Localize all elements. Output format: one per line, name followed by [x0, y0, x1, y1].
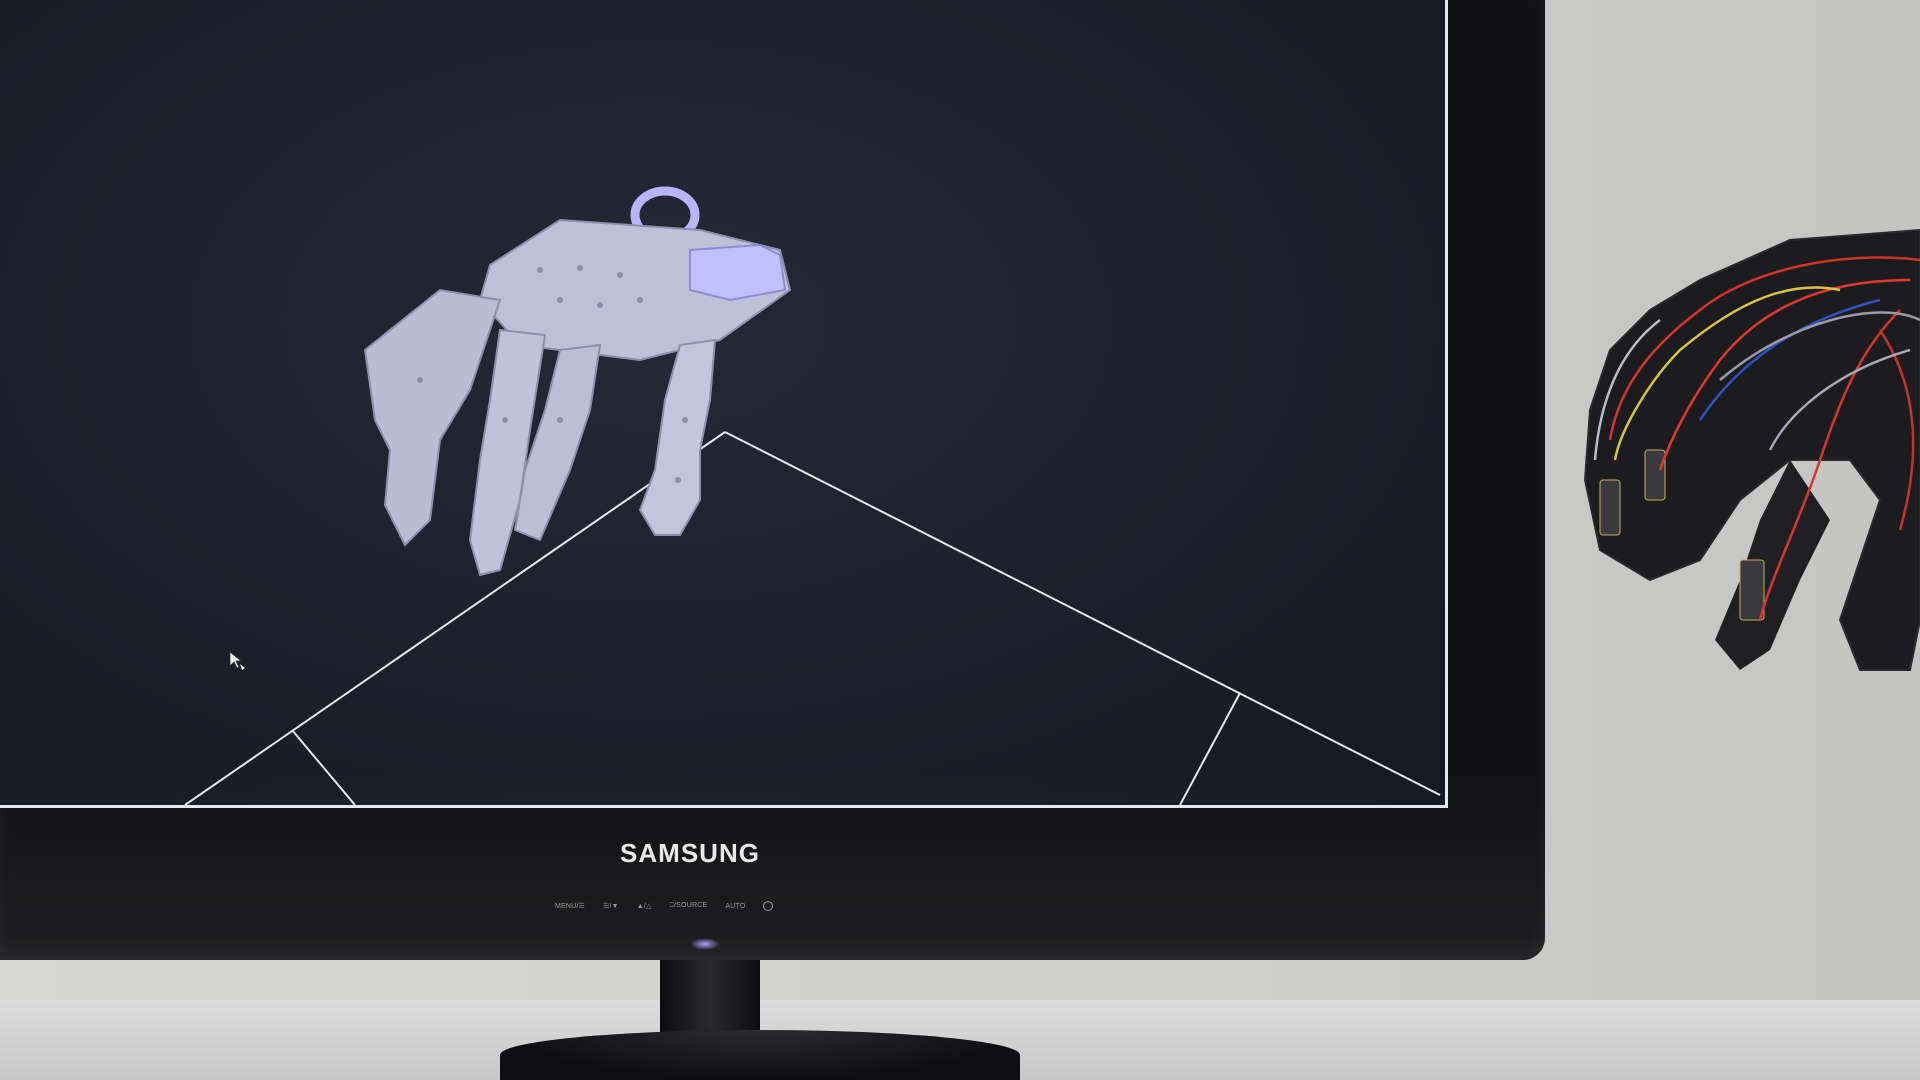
- glove-hand: [1583, 228, 1920, 671]
- auto-button[interactable]: AUTO: [725, 902, 746, 910]
- power-icon[interactable]: [763, 901, 774, 911]
- grid-edge-right: [724, 431, 1441, 796]
- 3d-viewport[interactable]: [0, 0, 1445, 805]
- grid-edge-left: [184, 431, 726, 805]
- mouse-cursor-icon: [229, 651, 245, 670]
- sensor-wires: [1593, 256, 1920, 621]
- monitor-stand-base: [500, 1030, 1020, 1080]
- power-led: [690, 938, 720, 950]
- monitor-stand-neck: [660, 960, 760, 1040]
- model-details: [417, 265, 688, 483]
- sensor-glove: [1320, 200, 1920, 780]
- source-button[interactable]: ⎕/SOURCE: [669, 902, 708, 909]
- monitor-brand-logo: SAMSUNG: [620, 838, 760, 868]
- ground-grid: [184, 431, 1441, 805]
- finger-3: [513, 343, 602, 542]
- monitor-control-buttons: MENU/☰ ☰/▼ ▲/△ ⎕/SOURCE AUTO: [555, 898, 774, 914]
- finger-2: [468, 328, 547, 577]
- monitor: SAMSUNG MENU/☰ ☰/▼ ▲/△ ⎕/SOURCE AUTO: [0, 0, 1545, 960]
- wrist-actuator: [689, 243, 787, 302]
- finger-sensor-3: [1644, 449, 1666, 501]
- grid-tick-right: [1179, 692, 1241, 805]
- finger-1: [363, 288, 502, 547]
- menu-button[interactable]: MENU/☰: [555, 903, 586, 910]
- finger-sensor-1: [1739, 559, 1765, 621]
- thumb: [638, 338, 717, 536]
- up-button[interactable]: ▲/△: [636, 903, 652, 910]
- robot-hand-model[interactable]: [363, 186, 792, 577]
- finger-sensor-2: [1599, 479, 1621, 536]
- down-button[interactable]: ☰/▼: [603, 903, 619, 910]
- grid-tick-left: [291, 729, 356, 805]
- monitor-screen: [0, 0, 1448, 808]
